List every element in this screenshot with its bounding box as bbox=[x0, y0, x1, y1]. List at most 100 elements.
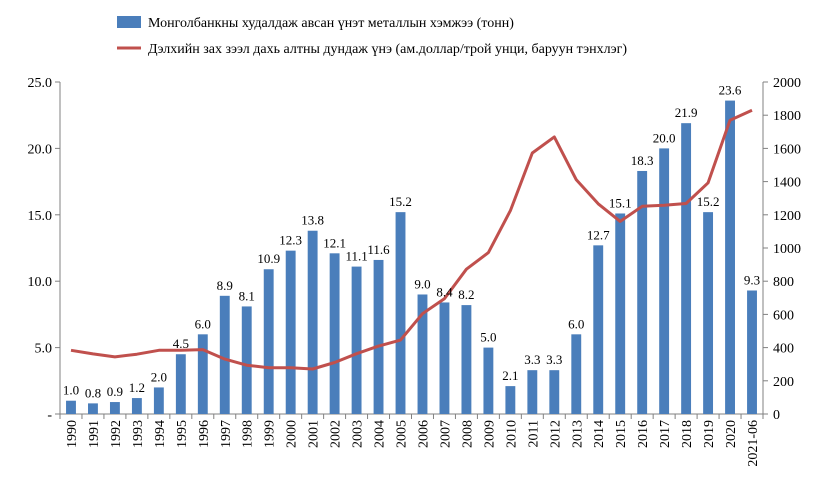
left-tick-label: 25.0 bbox=[28, 76, 53, 91]
left-tick-label: 15.0 bbox=[28, 209, 53, 224]
bar-value-label: 2.0 bbox=[151, 369, 167, 384]
bar bbox=[549, 370, 560, 414]
bar-value-label: 8.1 bbox=[239, 288, 255, 303]
bar-value-label: 12.3 bbox=[279, 233, 302, 248]
x-tick-label: 2018 bbox=[680, 420, 695, 448]
bar bbox=[263, 269, 274, 414]
legend-bar-swatch bbox=[117, 16, 141, 28]
bar-value-label: 18.3 bbox=[631, 153, 654, 168]
right-tick-label: 1200 bbox=[773, 209, 801, 224]
bar-value-label: 12.1 bbox=[323, 235, 346, 250]
bar bbox=[351, 266, 362, 414]
bar-value-label: 10.9 bbox=[257, 251, 280, 266]
bar bbox=[153, 387, 164, 414]
bar bbox=[417, 294, 428, 414]
bar bbox=[373, 259, 384, 414]
x-tick-label: 1992 bbox=[109, 420, 124, 448]
bar-value-label: 8.2 bbox=[458, 287, 474, 302]
x-tick-label: 2021-06 bbox=[746, 420, 761, 467]
x-tick-label: 2004 bbox=[373, 420, 388, 448]
x-tick-label: 1997 bbox=[219, 420, 234, 448]
bar-value-label: 0.9 bbox=[107, 384, 123, 399]
x-tick-label: 2020 bbox=[724, 420, 739, 448]
bar-value-label: 9.3 bbox=[744, 272, 760, 287]
x-axis-ticks: 1990 1991 1992 1993 1994 1995 1996 1997 1998 1999… bbox=[59, 414, 764, 467]
x-tick-label: 2007 bbox=[438, 420, 453, 448]
bar bbox=[329, 253, 340, 414]
x-tick-label: 2017 bbox=[658, 420, 673, 448]
bar bbox=[637, 170, 648, 414]
bar-value-label: 3.3 bbox=[546, 352, 562, 367]
x-tick-label: 2003 bbox=[351, 420, 366, 448]
x-tick-label: 1998 bbox=[241, 420, 256, 448]
x-tick-label: 2013 bbox=[570, 420, 585, 448]
x-tick-label: 2019 bbox=[702, 420, 717, 448]
bar-value-label: 2.1 bbox=[502, 368, 518, 383]
bar bbox=[307, 230, 318, 414]
bar bbox=[88, 403, 98, 414]
bar bbox=[615, 213, 626, 414]
bar bbox=[747, 290, 757, 414]
right-tick-label: 200 bbox=[773, 375, 794, 390]
bar-value-label: 11.6 bbox=[367, 242, 390, 257]
x-tick-label: 1995 bbox=[175, 420, 190, 448]
bar bbox=[681, 123, 692, 414]
right-tick-label: 1800 bbox=[773, 109, 801, 124]
bar-value-label: 11.1 bbox=[345, 249, 367, 264]
x-tick-label: 1996 bbox=[197, 420, 212, 448]
bar-value-label: 13.8 bbox=[301, 213, 324, 228]
bar-value-label: 20.0 bbox=[653, 130, 676, 145]
bar bbox=[483, 347, 494, 414]
axes: - 5.0 10.0 15.0 20.0 25.0 0 200 400 600 800 1000 120… bbox=[28, 76, 802, 423]
data-labels: 1.0 0.8 0.9 1.2 2.0 4.5 6.0 8.9 8.1 10.9 12.3 13.8 1… bbox=[63, 83, 760, 401]
bar bbox=[725, 100, 735, 414]
left-tick-label: - bbox=[47, 408, 52, 423]
bar bbox=[659, 148, 670, 414]
bar-value-label: 1.2 bbox=[129, 380, 145, 395]
x-tick-label: 2002 bbox=[329, 420, 344, 448]
x-tick-label: 1999 bbox=[263, 420, 278, 448]
line-series bbox=[70, 108, 753, 371]
bar-value-label: 15.1 bbox=[609, 195, 632, 210]
x-tick-label: 2009 bbox=[482, 420, 497, 448]
bar-value-label: 15.2 bbox=[389, 194, 412, 209]
bar-value-label: 4.5 bbox=[173, 336, 189, 351]
right-tick-label: 800 bbox=[773, 275, 794, 290]
x-tick-label: 2000 bbox=[285, 420, 300, 448]
bar bbox=[285, 250, 296, 414]
bar-value-label: 8.4 bbox=[436, 284, 453, 299]
bar bbox=[703, 212, 714, 414]
x-tick-label: 1993 bbox=[131, 420, 146, 448]
bar-value-label: 0.8 bbox=[85, 385, 101, 400]
left-tick-label: 20.0 bbox=[28, 142, 53, 157]
x-tick-label: 2012 bbox=[548, 420, 563, 448]
right-tick-label: 600 bbox=[773, 308, 794, 323]
left-tick-label: 10.0 bbox=[28, 275, 53, 290]
bar-value-label: 6.0 bbox=[568, 316, 584, 331]
bar bbox=[66, 400, 76, 414]
right-tick-label: 1600 bbox=[773, 142, 801, 157]
bar-value-label: 12.7 bbox=[587, 227, 610, 242]
x-tick-label: 1991 bbox=[87, 420, 102, 448]
x-tick-label: 2010 bbox=[504, 420, 519, 448]
bar bbox=[241, 306, 252, 414]
bar bbox=[131, 398, 142, 414]
x-tick-label: 2016 bbox=[636, 420, 651, 448]
bar-value-label: 3.3 bbox=[524, 352, 540, 367]
bar-value-label: 6.0 bbox=[195, 316, 211, 331]
bar bbox=[219, 295, 230, 414]
bar bbox=[571, 334, 582, 414]
bar-value-label: 5.0 bbox=[480, 330, 496, 345]
bar-series bbox=[66, 100, 757, 414]
bar bbox=[527, 370, 538, 414]
right-tick-label: 0 bbox=[773, 408, 780, 423]
bar bbox=[439, 302, 450, 414]
right-tick-label: 400 bbox=[773, 342, 794, 357]
x-tick-label: 1994 bbox=[153, 420, 168, 448]
x-tick-label: 2001 bbox=[307, 420, 322, 448]
left-tick-label: 5.0 bbox=[35, 342, 53, 357]
legend-bar-label: Монголбанкны худалдаж авсан үнэт металлы… bbox=[148, 16, 514, 31]
x-tick-label: 2014 bbox=[592, 420, 607, 448]
bar bbox=[197, 334, 208, 414]
